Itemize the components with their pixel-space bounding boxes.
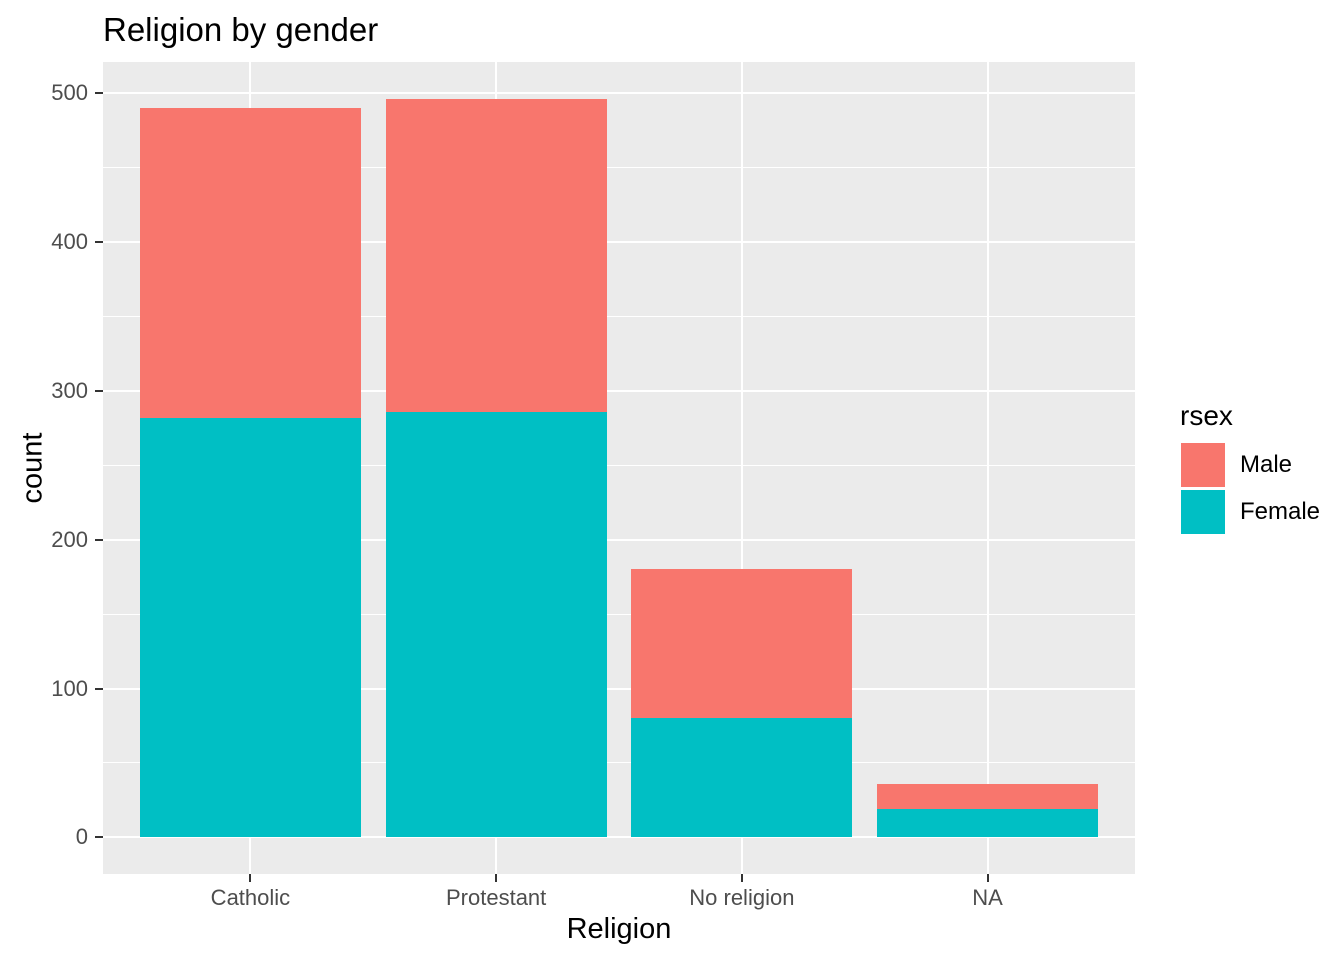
gridline-minor-h xyxy=(103,167,1135,169)
gridline-major-h xyxy=(103,241,1135,244)
y-tick-label: 300 xyxy=(51,377,88,403)
gridline-major-v xyxy=(986,62,989,874)
bar-segment-male-no-religion xyxy=(631,569,853,719)
bar-segment-female-no-religion xyxy=(631,718,853,838)
bar-segment-female-protestant xyxy=(385,411,607,838)
x-tick-mark xyxy=(495,874,498,882)
y-tick-mark xyxy=(95,92,103,95)
x-tick-label-catholic: Catholic xyxy=(210,885,291,910)
y-axis-title: count xyxy=(16,432,49,504)
legend-title: rsex xyxy=(1180,400,1233,431)
gridline-minor-h xyxy=(103,315,1135,317)
gridline-major-h xyxy=(103,538,1135,541)
gridline-major-v xyxy=(740,62,743,874)
x-axis-title: Religion xyxy=(566,913,672,945)
bar-segment-female-na xyxy=(877,809,1099,838)
plot-panel xyxy=(103,62,1135,874)
bar-segment-male-na xyxy=(877,783,1099,810)
x-tick-label-na: NA xyxy=(972,885,1003,910)
gridline-major-h xyxy=(103,836,1135,839)
gridline-major-h xyxy=(103,389,1135,392)
gridline-major-h xyxy=(103,687,1135,690)
y-tick-mark xyxy=(95,538,103,541)
x-tick-mark xyxy=(986,874,989,882)
y-tick-label: 200 xyxy=(51,526,88,552)
y-tick-label: 500 xyxy=(51,80,88,106)
legend-key-male xyxy=(1181,443,1225,487)
x-tick-label-protestant: Protestant xyxy=(446,885,547,910)
y-tick-label: 100 xyxy=(51,675,88,701)
bar-segment-male-catholic xyxy=(139,108,361,418)
y-tick-label: 0 xyxy=(75,824,88,850)
bar-segment-male-protestant xyxy=(385,99,607,412)
y-tick-label: 400 xyxy=(51,229,88,255)
legend-label-female: Female xyxy=(1240,498,1321,525)
legend-label-male: Male xyxy=(1240,451,1293,478)
y-tick-mark xyxy=(95,836,103,839)
gridline-minor-h xyxy=(103,464,1135,466)
gridline-minor-h xyxy=(103,762,1135,764)
x-tick-label-no-religion: No religion xyxy=(689,885,795,910)
y-tick-mark xyxy=(95,241,103,244)
plot-title: Religion by gender xyxy=(103,11,379,48)
legend-key-female xyxy=(1181,490,1225,534)
x-tick-mark xyxy=(249,874,252,882)
y-tick-mark xyxy=(95,687,103,690)
gridline-minor-h xyxy=(103,613,1135,615)
bar-segment-female-catholic xyxy=(139,417,361,838)
y-tick-mark xyxy=(95,389,103,392)
gridline-major-h xyxy=(103,92,1135,95)
x-tick-mark xyxy=(740,874,743,882)
